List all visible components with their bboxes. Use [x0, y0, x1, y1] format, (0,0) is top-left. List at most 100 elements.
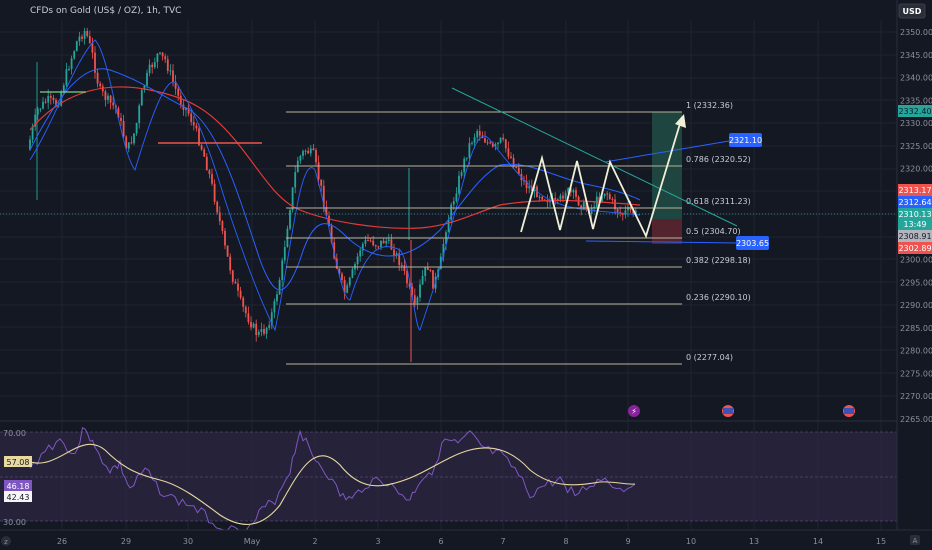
candle-body: [624, 210, 627, 215]
candle-body: [109, 95, 112, 103]
us-flag-event-icon[interactable]: [843, 405, 855, 417]
candle-body: [151, 64, 154, 68]
candle-body: [328, 215, 330, 227]
us-flag-event-icon[interactable]: [722, 405, 734, 417]
candle-body: [491, 142, 494, 147]
candle-body: [507, 148, 510, 157]
candle-body: [244, 306, 247, 314]
price-axis-label: 2300.00: [900, 256, 932, 265]
candle-body: [473, 137, 476, 143]
candle-body: [104, 91, 107, 100]
candle-body: [91, 43, 94, 53]
candle-body: [179, 95, 182, 105]
candle-body: [380, 240, 382, 247]
time-axis-label: 6: [438, 537, 443, 546]
candle-body: [187, 107, 190, 114]
candle-body: [260, 329, 263, 332]
candle-body: [424, 266, 427, 276]
candle-body: [39, 108, 42, 110]
candle-body: [317, 162, 320, 180]
fib-level-label: 0.786 (2320.52): [686, 155, 751, 164]
blue-channel-line: [29, 39, 641, 332]
candle-body: [341, 273, 343, 280]
price-axis-label: 2340.00: [900, 74, 932, 83]
svg-text:57.08: 57.08: [7, 458, 30, 467]
candle-body: [476, 130, 479, 138]
candle-body: [367, 240, 369, 242]
candle-body: [52, 97, 55, 100]
svg-text:2303.65: 2303.65: [736, 239, 769, 248]
candle-body: [465, 157, 468, 159]
candle-body: [70, 58, 73, 70]
candle-body: [302, 151, 304, 156]
candle-body: [101, 86, 104, 92]
rsi-tag-2: 46.18: [4, 480, 32, 491]
currency-selector[interactable]: USD: [898, 3, 926, 19]
candle-body: [471, 142, 473, 144]
candle-body: [517, 167, 520, 174]
lower-blue-trendline: [585, 240, 739, 244]
candle-body: [99, 83, 102, 87]
candle-body: [616, 209, 619, 213]
time-axis-label: 14: [813, 537, 823, 546]
candle-body: [226, 245, 229, 257]
candle-body: [484, 138, 486, 143]
fib-level-label: 0.5 (2304.70): [686, 227, 741, 236]
candle-body: [478, 130, 481, 136]
rsi-line: [29, 426, 636, 531]
price-axis-label: 2290.00: [900, 301, 932, 310]
candle-body: [65, 69, 68, 86]
fib-level-label: 0 (2277.04): [686, 353, 733, 362]
candle-body: [460, 172, 463, 176]
candle-body: [299, 155, 302, 161]
price-axis-label: 2345.00: [900, 51, 932, 60]
candle-body: [567, 187, 570, 193]
time-axis-label: 10: [686, 537, 696, 546]
price-axis-label: 2330.00: [900, 119, 932, 128]
time-axis[interactable]: 26 29 30 May 2 3 6 7 8 9 10 13 14 15: [57, 537, 886, 546]
candle-body: [47, 95, 50, 103]
candle-body: [304, 150, 307, 152]
auto-scale-icon[interactable]: A: [910, 535, 920, 545]
svg-text:2310.13: 2310.13: [898, 210, 931, 219]
candle-body: [395, 253, 398, 256]
candle-body: [530, 186, 533, 192]
candle-body: [572, 190, 575, 193]
candle-body: [348, 277, 351, 286]
candle-body: [73, 51, 76, 59]
candle-body: [68, 69, 70, 71]
candle-body: [356, 256, 359, 265]
candle-body: [333, 242, 336, 259]
upper-trendline-label: 2321.10: [729, 133, 762, 147]
candle-body: [450, 204, 453, 220]
projection-arrowhead: [675, 114, 686, 128]
candle-body: [621, 213, 624, 215]
candle-body: [138, 105, 141, 124]
candle-body: [31, 126, 34, 140]
candle-body: [257, 331, 260, 335]
candle-body: [146, 72, 148, 86]
candle-body: [263, 329, 265, 334]
candle-body: [159, 52, 161, 54]
go-to-date-icon[interactable]: z: [1, 536, 11, 546]
candle-body: [62, 85, 65, 93]
candle-body: [161, 52, 164, 57]
candle-body: [382, 240, 385, 244]
candle-body: [195, 125, 198, 129]
time-axis-label: 2: [312, 537, 317, 546]
candle-body: [309, 148, 312, 154]
time-axis-label: 26: [57, 537, 67, 546]
lightning-event-icon[interactable]: ⚡: [628, 405, 640, 417]
candle-body: [211, 173, 213, 184]
candle-body: [390, 239, 393, 250]
candle-body: [325, 206, 328, 216]
candle-body: [494, 144, 497, 147]
candle-body: [81, 36, 83, 39]
candle-body: [234, 281, 237, 284]
candle-body: [575, 190, 577, 197]
svg-text:46.18: 46.18: [7, 482, 30, 491]
candle-body: [598, 196, 601, 202]
candle-body: [255, 323, 258, 335]
zigzag-projection: [520, 116, 683, 239]
rsi-band: [0, 432, 897, 521]
